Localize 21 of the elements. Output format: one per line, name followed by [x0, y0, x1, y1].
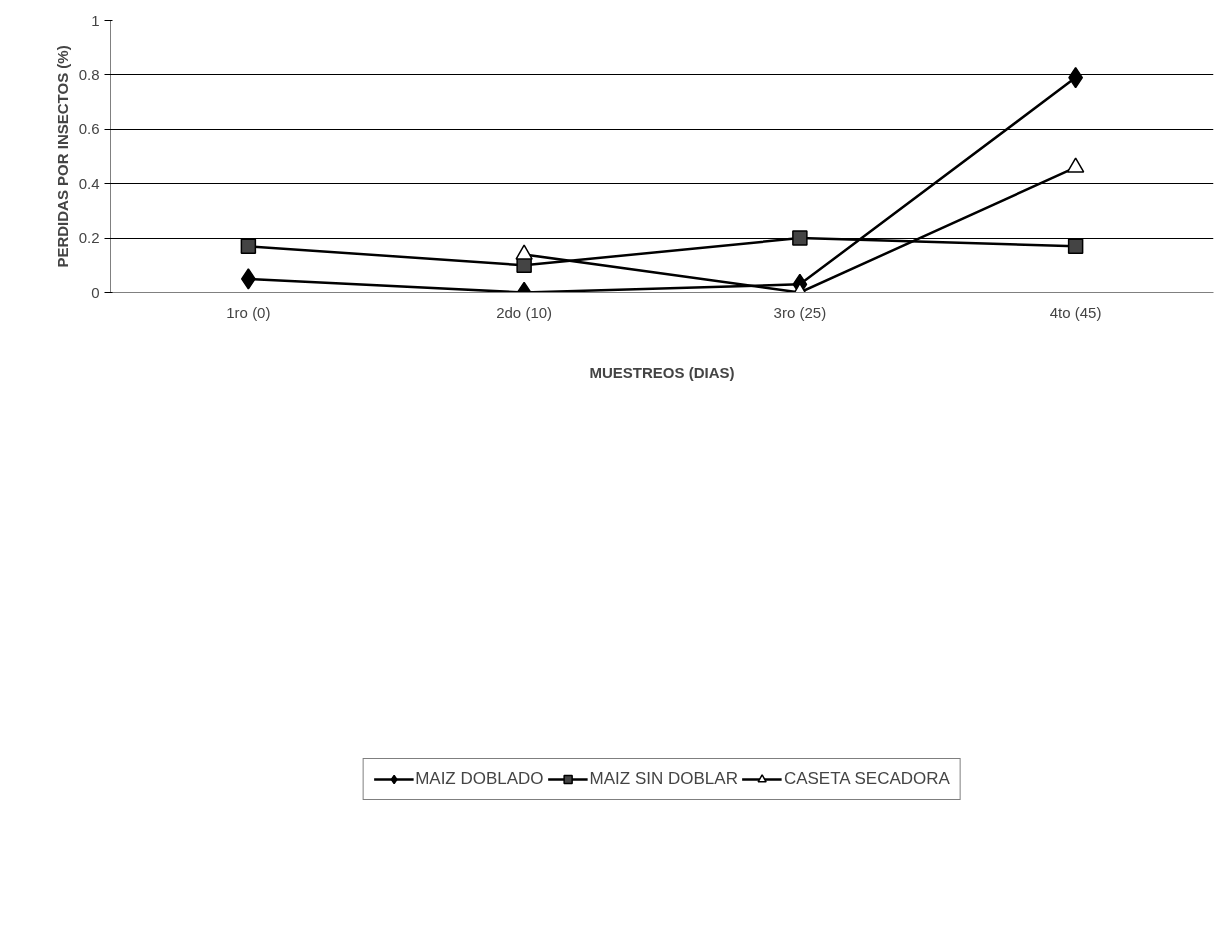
point [240, 238, 257, 255]
legend-label: MAIZ DOBLADO [415, 769, 544, 789]
y-axis-title: PERDIDAS POR INSECTOS (%) [53, 45, 71, 268]
x-axis-title: MUESTREOS (DIAS) [589, 363, 735, 381]
y-tick-label: 1 [91, 11, 100, 29]
y-tick-label: 0 [91, 283, 100, 301]
x-tick-label: 1ro (0) [226, 303, 271, 321]
point [1066, 157, 1085, 173]
point [792, 230, 808, 246]
point [1067, 238, 1084, 255]
y-tick-label: 0.2 [78, 229, 100, 247]
y-tick-label: 0.6 [78, 120, 100, 138]
point [240, 268, 256, 290]
y-tick-label: 0.4 [78, 174, 100, 192]
x-tick-label: 4to (45) [1049, 303, 1102, 321]
x-tick-label: 3ro (25) [773, 303, 827, 321]
y-tick-label: 0.8 [78, 65, 100, 83]
legend-label: MAIZ SIN DOBLAR [589, 769, 738, 789]
point [515, 244, 533, 260]
legend-label: CASETA SECADORA [783, 769, 950, 789]
x-tick-label: 2do (10) [496, 303, 553, 321]
